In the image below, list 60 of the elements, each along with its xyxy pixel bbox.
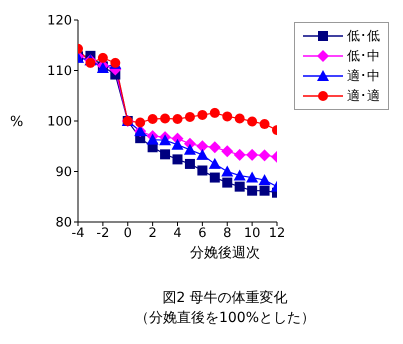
point <box>258 149 271 162</box>
point <box>260 186 270 196</box>
y-tick-label: 90 <box>55 165 72 180</box>
point <box>148 114 158 124</box>
x-tick-label: -4 <box>72 226 84 242</box>
point <box>234 148 246 161</box>
point <box>210 172 220 183</box>
point <box>196 148 208 160</box>
x-tick-label: 12 <box>268 226 286 242</box>
point <box>234 170 246 181</box>
x-tick-label: 10 <box>244 226 260 242</box>
x-tick-label: -2 <box>96 226 110 242</box>
point <box>247 116 258 127</box>
point <box>234 113 245 124</box>
point <box>246 148 258 161</box>
point <box>172 138 184 150</box>
y-tick-label: 100 <box>47 114 72 130</box>
point <box>184 112 195 122</box>
y-axis-title: % <box>10 114 24 130</box>
y-tick-label: 120 <box>47 14 72 29</box>
text: 図2 母牛の体重変化 <box>161 289 289 308</box>
legend-label: 低･低 <box>347 28 380 45</box>
legend-label: 低･中 <box>347 48 380 65</box>
point <box>208 158 221 169</box>
x-tick-label: 6 <box>198 226 207 242</box>
x-tick-label: 0 <box>124 226 132 242</box>
x-tick-label: 8 <box>223 226 232 242</box>
point <box>197 110 208 120</box>
legend-label: 適･適 <box>347 88 380 105</box>
point <box>234 182 245 192</box>
point <box>159 134 172 146</box>
point <box>172 154 182 164</box>
point <box>85 58 96 68</box>
point <box>221 166 234 176</box>
point <box>260 119 270 130</box>
point <box>258 174 271 186</box>
point <box>184 158 195 169</box>
point <box>246 172 258 183</box>
point <box>160 149 170 160</box>
point <box>172 114 182 124</box>
point <box>222 178 232 188</box>
point <box>208 141 221 154</box>
point <box>221 145 234 158</box>
point <box>197 165 208 176</box>
point <box>222 111 232 122</box>
x-tick-label: 4 <box>173 226 182 242</box>
y-tick-label: 110 <box>47 64 72 80</box>
point <box>98 52 108 63</box>
x-axis-title: 分娩後週次 <box>190 245 260 261</box>
point <box>146 134 159 145</box>
point <box>196 140 208 152</box>
legend-label: 適･中 <box>347 68 380 85</box>
point <box>135 118 146 128</box>
point <box>160 113 170 124</box>
point <box>184 144 196 155</box>
text: （分娩直後を100%とした） <box>134 309 316 328</box>
x-tick-label: 2 <box>148 226 157 242</box>
point <box>247 186 258 196</box>
point <box>210 108 220 118</box>
y-tick-label: 80 <box>55 216 72 231</box>
